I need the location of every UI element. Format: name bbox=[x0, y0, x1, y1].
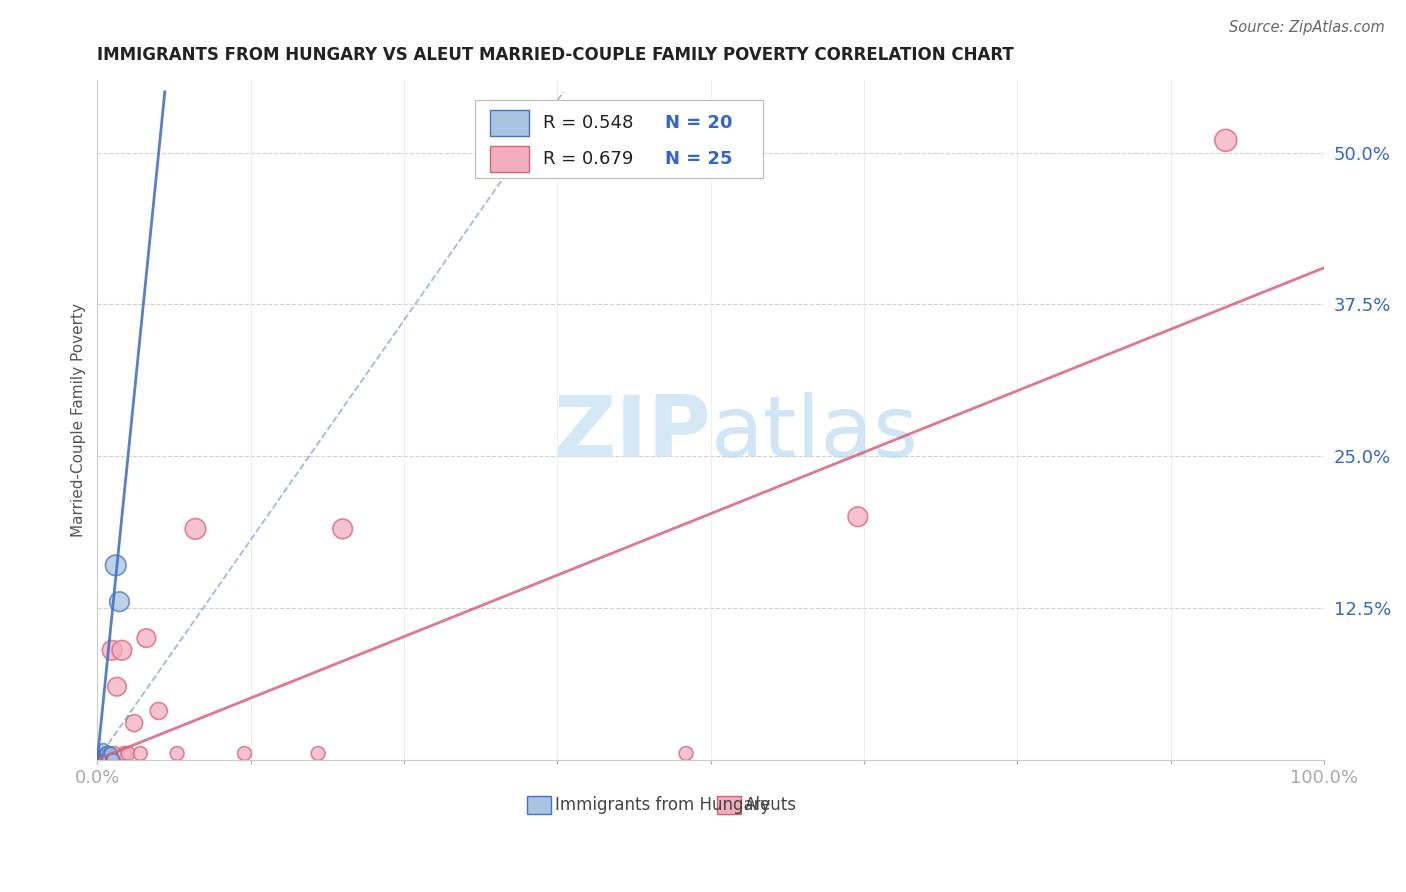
Point bbox=[111, 643, 134, 657]
Text: R = 0.548: R = 0.548 bbox=[543, 114, 633, 132]
Point bbox=[103, 747, 125, 761]
Text: ZIP: ZIP bbox=[553, 392, 710, 475]
Point bbox=[148, 704, 170, 718]
Point bbox=[90, 750, 112, 764]
Text: N = 25: N = 25 bbox=[665, 150, 733, 168]
Point bbox=[129, 747, 152, 761]
Point bbox=[93, 748, 115, 763]
Point bbox=[96, 747, 118, 761]
Point bbox=[98, 753, 121, 767]
Point bbox=[98, 747, 121, 761]
Point bbox=[96, 747, 118, 761]
Point bbox=[93, 753, 115, 767]
Point bbox=[135, 631, 157, 645]
Point bbox=[97, 753, 120, 767]
Point bbox=[100, 747, 122, 761]
Point bbox=[112, 747, 135, 761]
Point bbox=[93, 753, 115, 767]
Point bbox=[97, 748, 120, 763]
FancyBboxPatch shape bbox=[717, 797, 741, 814]
Point bbox=[94, 753, 117, 767]
Point bbox=[104, 558, 127, 573]
Point bbox=[332, 522, 354, 536]
Point bbox=[93, 747, 115, 761]
Point bbox=[307, 747, 329, 761]
Point bbox=[108, 595, 131, 609]
Point bbox=[846, 509, 869, 524]
Point bbox=[122, 716, 145, 731]
Point bbox=[105, 680, 128, 694]
Text: Aleuts: Aleuts bbox=[745, 796, 797, 814]
Point bbox=[93, 743, 115, 757]
Text: atlas: atlas bbox=[710, 392, 918, 475]
Point bbox=[93, 753, 115, 767]
Point bbox=[94, 753, 117, 767]
Text: N = 20: N = 20 bbox=[665, 114, 733, 132]
Point bbox=[1215, 133, 1237, 147]
Point bbox=[90, 753, 112, 767]
Point bbox=[90, 753, 112, 767]
Point bbox=[101, 643, 124, 657]
Point bbox=[97, 753, 120, 767]
Point bbox=[101, 753, 124, 767]
Point bbox=[117, 747, 139, 761]
Point bbox=[103, 753, 125, 767]
Y-axis label: Married-Couple Family Poverty: Married-Couple Family Poverty bbox=[72, 302, 86, 537]
FancyBboxPatch shape bbox=[527, 797, 551, 814]
Point bbox=[184, 522, 207, 536]
Text: IMMIGRANTS FROM HUNGARY VS ALEUT MARRIED-COUPLE FAMILY POVERTY CORRELATION CHART: IMMIGRANTS FROM HUNGARY VS ALEUT MARRIED… bbox=[97, 46, 1014, 64]
Text: Source: ZipAtlas.com: Source: ZipAtlas.com bbox=[1229, 20, 1385, 35]
FancyBboxPatch shape bbox=[489, 110, 529, 136]
Text: Immigrants from Hungary: Immigrants from Hungary bbox=[555, 796, 770, 814]
Text: R = 0.679: R = 0.679 bbox=[543, 150, 633, 168]
Point bbox=[233, 747, 256, 761]
Point bbox=[89, 753, 111, 767]
Point bbox=[675, 747, 697, 761]
Point bbox=[166, 747, 188, 761]
FancyBboxPatch shape bbox=[489, 146, 529, 172]
Point bbox=[91, 747, 114, 762]
FancyBboxPatch shape bbox=[475, 100, 763, 178]
Point bbox=[91, 753, 114, 767]
Point bbox=[94, 748, 117, 763]
